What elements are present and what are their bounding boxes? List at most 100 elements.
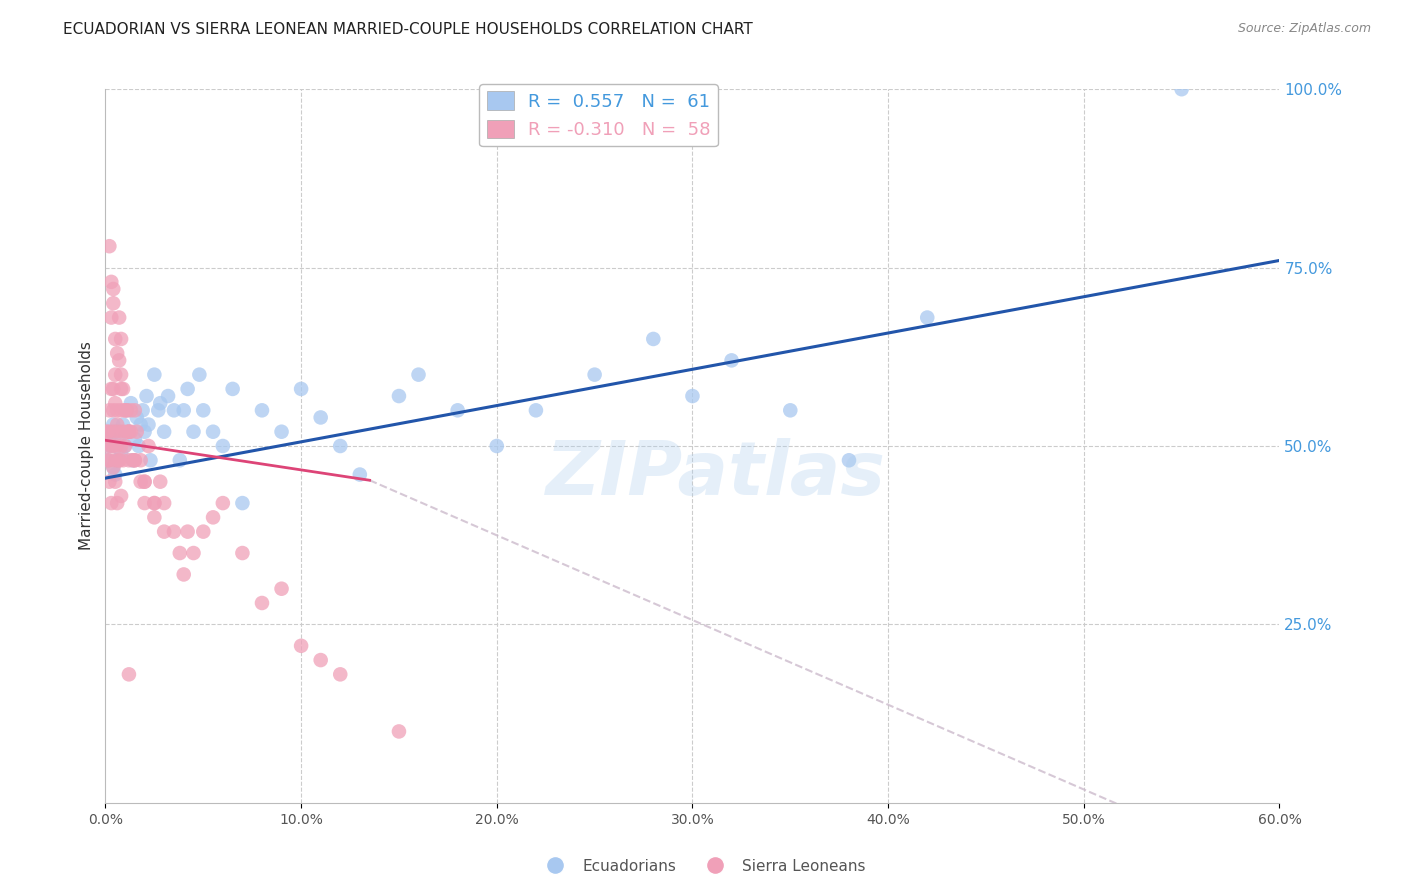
Point bbox=[915, 310, 938, 325]
Point bbox=[124, 453, 146, 467]
Point bbox=[103, 439, 125, 453]
Point bbox=[408, 368, 430, 382]
Point bbox=[120, 396, 142, 410]
Point bbox=[143, 510, 166, 524]
Point bbox=[104, 475, 127, 489]
Point bbox=[129, 417, 152, 432]
Legend: R =  0.557   N =  61, R = -0.310   N =  58: R = 0.557 N = 61, R = -0.310 N = 58 bbox=[479, 84, 718, 146]
Point bbox=[250, 403, 273, 417]
Point bbox=[138, 439, 160, 453]
Point bbox=[125, 410, 148, 425]
Point bbox=[388, 724, 411, 739]
Point bbox=[720, 353, 742, 368]
Text: ZIPatlas: ZIPatlas bbox=[546, 438, 886, 511]
Point bbox=[290, 382, 312, 396]
Point bbox=[681, 389, 703, 403]
Point bbox=[149, 396, 172, 410]
Point bbox=[120, 403, 142, 417]
Point bbox=[183, 546, 205, 560]
Point bbox=[105, 453, 128, 467]
Point bbox=[115, 403, 138, 417]
Legend: Ecuadorians, Sierra Leoneans: Ecuadorians, Sierra Leoneans bbox=[534, 853, 872, 880]
Point bbox=[121, 453, 143, 467]
Point bbox=[108, 310, 131, 325]
Point bbox=[153, 425, 176, 439]
Point bbox=[100, 439, 122, 453]
Point bbox=[485, 439, 508, 453]
Point bbox=[139, 453, 162, 467]
Point bbox=[118, 453, 141, 467]
Point bbox=[131, 403, 153, 417]
Point bbox=[583, 368, 606, 382]
Point bbox=[110, 403, 132, 417]
Point bbox=[121, 453, 143, 467]
Point bbox=[98, 403, 121, 417]
Point bbox=[112, 453, 135, 467]
Point bbox=[112, 425, 135, 439]
Point bbox=[129, 475, 152, 489]
Point bbox=[104, 425, 127, 439]
Y-axis label: Married-couple Households: Married-couple Households bbox=[79, 342, 94, 550]
Point bbox=[104, 396, 127, 410]
Point bbox=[169, 453, 191, 467]
Point bbox=[643, 332, 665, 346]
Point bbox=[108, 353, 131, 368]
Point bbox=[176, 524, 198, 539]
Point bbox=[104, 425, 127, 439]
Point bbox=[105, 403, 128, 417]
Point bbox=[349, 467, 371, 482]
Point bbox=[446, 403, 468, 417]
Point bbox=[110, 446, 132, 460]
Point bbox=[270, 425, 292, 439]
Point bbox=[110, 368, 132, 382]
Point bbox=[112, 382, 135, 396]
Point bbox=[120, 425, 142, 439]
Point bbox=[128, 439, 150, 453]
Point bbox=[270, 582, 292, 596]
Point bbox=[105, 496, 128, 510]
Point bbox=[188, 368, 211, 382]
Point bbox=[143, 496, 166, 510]
Point bbox=[104, 453, 127, 467]
Point bbox=[173, 403, 195, 417]
Point bbox=[138, 417, 160, 432]
Point bbox=[108, 453, 131, 467]
Point bbox=[290, 639, 312, 653]
Point bbox=[134, 475, 156, 489]
Point bbox=[114, 403, 136, 417]
Point bbox=[231, 496, 253, 510]
Point bbox=[98, 439, 121, 453]
Point bbox=[96, 439, 118, 453]
Point bbox=[100, 425, 122, 439]
Point bbox=[96, 425, 118, 439]
Point bbox=[149, 475, 172, 489]
Point bbox=[96, 453, 118, 467]
Point bbox=[193, 524, 215, 539]
Point bbox=[202, 510, 225, 524]
Point bbox=[103, 460, 125, 475]
Point bbox=[103, 282, 125, 296]
Point bbox=[103, 417, 125, 432]
Point bbox=[114, 439, 136, 453]
Point bbox=[169, 546, 191, 560]
Point bbox=[105, 417, 128, 432]
Point bbox=[100, 425, 122, 439]
Point bbox=[211, 496, 233, 510]
Point bbox=[96, 453, 118, 467]
Point bbox=[100, 439, 122, 453]
Point bbox=[103, 382, 125, 396]
Point bbox=[329, 439, 352, 453]
Point bbox=[105, 439, 128, 453]
Point bbox=[1170, 82, 1192, 96]
Point bbox=[100, 275, 122, 289]
Point bbox=[153, 524, 176, 539]
Text: Source: ZipAtlas.com: Source: ZipAtlas.com bbox=[1237, 22, 1371, 36]
Point bbox=[163, 403, 186, 417]
Point bbox=[135, 389, 157, 403]
Point bbox=[118, 425, 141, 439]
Point bbox=[329, 667, 352, 681]
Point bbox=[110, 489, 132, 503]
Point bbox=[112, 417, 135, 432]
Point bbox=[115, 425, 138, 439]
Text: ECUADORIAN VS SIERRA LEONEAN MARRIED-COUPLE HOUSEHOLDS CORRELATION CHART: ECUADORIAN VS SIERRA LEONEAN MARRIED-COU… bbox=[63, 22, 754, 37]
